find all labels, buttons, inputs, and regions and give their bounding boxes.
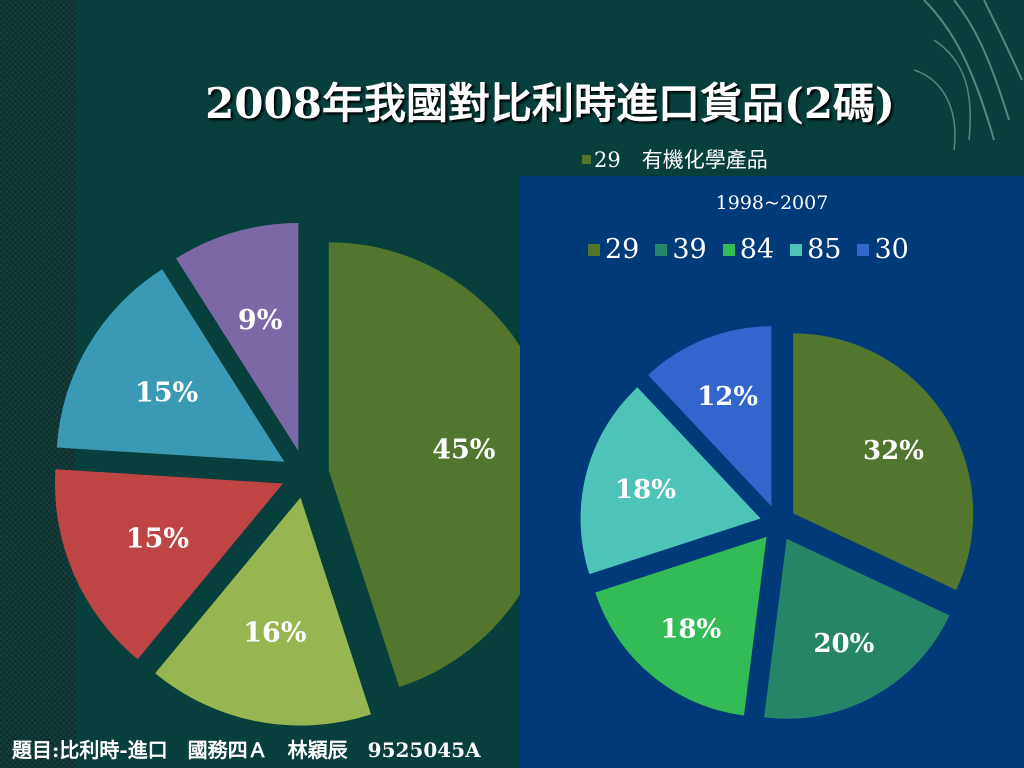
page-title: 2008年我國對比利時進口貨品(2碼) (205, 79, 895, 128)
legend-label: 29 (605, 234, 640, 265)
feather-ornament-icon (914, 0, 1023, 150)
legend-item: 85 (790, 234, 841, 265)
legend-item: 29 (588, 234, 639, 265)
pie-data-label: 12% (697, 382, 758, 412)
legend-label: 39 (672, 234, 707, 265)
legend-swatch (582, 155, 591, 164)
pie-slice (595, 536, 767, 716)
pie-data-label: 18% (660, 615, 721, 645)
pie-slice (328, 242, 557, 688)
pie-slice (764, 538, 950, 719)
legend-swatch (655, 243, 668, 256)
legend-swatch (857, 243, 870, 256)
legend: 29 39 84 85 30 (588, 234, 909, 265)
legend-item: 84 (722, 234, 775, 265)
pie-slice (56, 269, 285, 462)
pie-data-label: 16% (243, 617, 306, 648)
pie-data-label: 15% (126, 523, 189, 554)
pie-data-label: 20% (813, 629, 874, 659)
pie-slice (155, 497, 371, 726)
legend-swatch (790, 243, 803, 256)
legend-label: 84 (739, 234, 775, 265)
pie-data-label: 9% (238, 305, 282, 336)
chart-title-legend: 29 有機化學產品 (582, 146, 768, 174)
pie-data-label: 45% (432, 434, 495, 465)
pie-data-label: 15% (135, 378, 198, 409)
pie-data-label: 32% (863, 436, 924, 466)
chart-title-text: 29 有機化學產品 (594, 148, 768, 172)
legend-swatch (588, 243, 600, 256)
legend-item: 30 (857, 234, 909, 265)
pie-slice (54, 469, 283, 660)
pie-slice (580, 387, 761, 575)
pie-slice (648, 326, 772, 507)
legend-item: 39 (655, 234, 707, 265)
legend-label: 30 (874, 234, 909, 265)
footer-caption: 題目:比利時-進口 國務四Ａ 林穎辰 9525045A (12, 738, 481, 762)
legend-label: 85 (807, 234, 842, 265)
pie-data-label: 18% (615, 475, 676, 505)
legend-swatch (722, 243, 735, 256)
decorative-strip (0, 0, 76, 768)
pie-slice (793, 333, 974, 590)
pie-slice (176, 222, 299, 451)
chart-subtitle: 1998~2007 (715, 192, 829, 214)
